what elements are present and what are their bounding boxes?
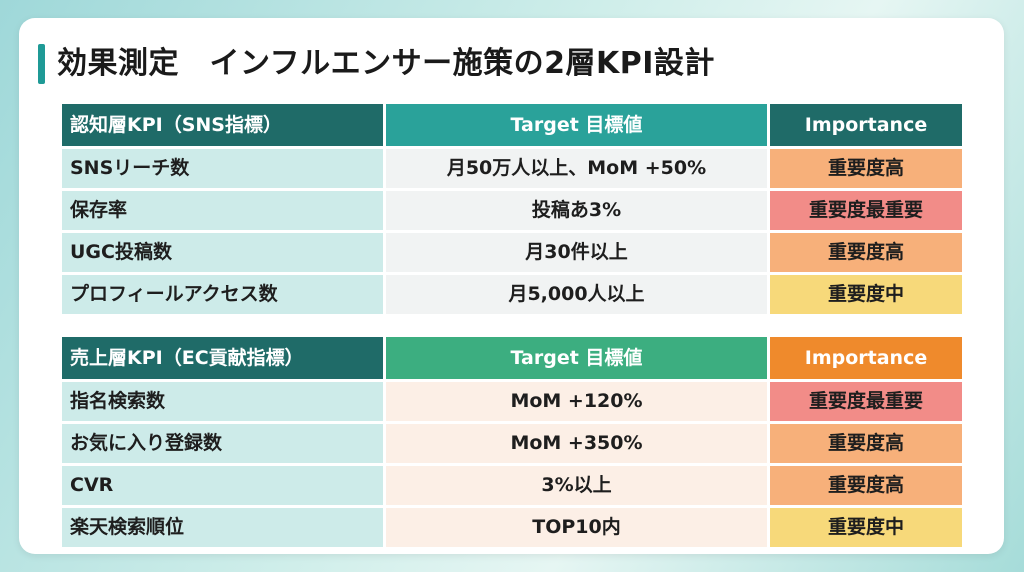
awareness-row-importance: 重要度高 (770, 149, 962, 188)
awareness-row-kpi: UGC投稿数 (62, 233, 383, 272)
sales-row-kpi: 指名検索数 (62, 382, 383, 421)
awareness-row-kpi: プロフィールアクセス数 (62, 275, 383, 314)
sales-kpi-table: 売上層KPI（EC貢献指標） Target 目標値 Importance 指名検… (62, 337, 962, 547)
page-title: 効果測定 インフルエンサー施策の2層KPI設計 (57, 46, 715, 81)
awareness-header-target: Target 目標値 (386, 104, 767, 146)
sales-row-kpi: お気に入り登録数 (62, 424, 383, 463)
awareness-row-target: 月50万人以上、MoM +50% (386, 149, 767, 188)
sales-row-target: MoM +120% (386, 382, 767, 421)
awareness-header-kpi: 認知層KPI（SNS指標） (62, 104, 383, 146)
awareness-row-importance: 重要度高 (770, 233, 962, 272)
awareness-row-importance: 重要度中 (770, 275, 962, 314)
sales-row-kpi: 楽天検索順位 (62, 508, 383, 547)
title-accent-bar (38, 44, 45, 84)
sales-row-importance: 重要度中 (770, 508, 962, 547)
sales-row-importance: 重要度高 (770, 466, 962, 505)
awareness-header-importance: Importance (770, 104, 962, 146)
sales-row-importance: 重要度高 (770, 424, 962, 463)
awareness-row-importance: 重要度最重要 (770, 191, 962, 230)
sales-header-importance: Importance (770, 337, 962, 379)
sales-row-importance: 重要度最重要 (770, 382, 962, 421)
sales-row-target: TOP10内 (386, 508, 767, 547)
sales-row-kpi: CVR (62, 466, 383, 505)
awareness-row-kpi: 保存率 (62, 191, 383, 230)
sales-header-kpi: 売上層KPI（EC貢献指標） (62, 337, 383, 379)
sales-row-target: 3%以上 (386, 466, 767, 505)
sales-header-target: Target 目標値 (386, 337, 767, 379)
awareness-kpi-table: 認知層KPI（SNS指標） Target 目標値 Importance SNSリ… (62, 104, 962, 314)
sales-row-target: MoM +350% (386, 424, 767, 463)
awareness-row-target: 月30件以上 (386, 233, 767, 272)
awareness-row-kpi: SNSリーチ数 (62, 149, 383, 188)
awareness-row-target: 月5,000人以上 (386, 275, 767, 314)
awareness-row-target: 投稿あ3% (386, 191, 767, 230)
